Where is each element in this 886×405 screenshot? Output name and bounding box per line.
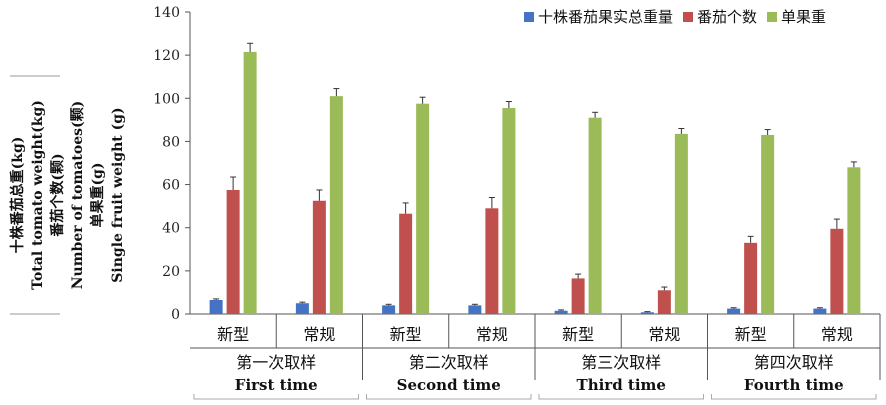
category-label: 常规 xyxy=(476,325,508,344)
category-label: 新型 xyxy=(390,325,422,344)
bar xyxy=(468,305,482,314)
y-tick-label: 140 xyxy=(153,5,180,21)
group-bracket xyxy=(193,394,359,400)
bar xyxy=(674,133,688,314)
bar xyxy=(571,278,585,314)
category-label: 常规 xyxy=(648,325,680,344)
bar xyxy=(226,189,240,314)
bar xyxy=(416,103,430,314)
legend-swatch xyxy=(767,12,777,22)
group-bracket xyxy=(538,394,704,400)
y-axis-label-group: 十株番茄总重(kg) Total tomato weight(kg) 番茄个数(颗)… xyxy=(9,75,126,315)
y-axis-label-line: Total tomato weight(kg) xyxy=(30,100,46,290)
bar xyxy=(209,299,223,314)
category-label: 常规 xyxy=(821,325,853,344)
bar xyxy=(657,290,671,314)
group-label-zh: 第四次取样 xyxy=(754,353,834,372)
y-axis-label-line: Number of tomatoes(颗) xyxy=(70,101,86,290)
bar xyxy=(312,200,326,314)
y-tick-label: 40 xyxy=(162,221,180,237)
group-label-en: First time xyxy=(235,376,318,394)
group-label-zh: 第二次取样 xyxy=(409,353,489,372)
bar xyxy=(329,96,343,314)
bar xyxy=(485,208,499,314)
bar xyxy=(554,310,568,314)
group-label-en: Fourth time xyxy=(744,376,844,394)
bar xyxy=(727,308,741,314)
category-label: 新型 xyxy=(217,325,249,344)
group-label-zh: 第一次取样 xyxy=(236,353,316,372)
category-label: 常规 xyxy=(303,325,335,344)
y-tick-label: 100 xyxy=(153,91,180,107)
legend-swatch xyxy=(524,12,534,22)
category-label: 新型 xyxy=(562,325,594,344)
bar xyxy=(502,107,516,314)
bar xyxy=(744,242,758,314)
legend: 十株番茄果实总重量 番茄个数 单果重 xyxy=(524,8,826,26)
group-label-zh: 第三次取样 xyxy=(581,353,661,372)
bar xyxy=(399,213,413,314)
category-label: 新型 xyxy=(735,325,767,344)
bar xyxy=(295,303,309,314)
legend-label: 番茄个数 xyxy=(697,8,757,26)
y-axis-label-line: 单果重(g) xyxy=(89,162,106,227)
group-label-en: Second time xyxy=(397,376,501,394)
bar xyxy=(382,305,396,314)
y-axis-label-line: 番茄个数(颗) xyxy=(49,153,66,237)
group-label-en: Third time xyxy=(577,376,666,394)
bar xyxy=(847,167,861,314)
bar xyxy=(813,308,827,314)
y-tick-label: 60 xyxy=(162,178,180,194)
y-tick-label: 80 xyxy=(162,134,180,150)
bar xyxy=(640,312,654,314)
legend-label: 单果重 xyxy=(781,8,826,26)
group-bracket xyxy=(711,394,877,400)
legend-label: 十株番茄果实总重量 xyxy=(538,8,673,26)
y-axis-label-line: 十株番茄总重(kg) xyxy=(9,137,26,254)
y-axis-label-line: Single fruit weight (g) xyxy=(110,107,126,282)
bar xyxy=(243,51,257,315)
legend-swatch xyxy=(683,12,693,22)
bars xyxy=(209,42,861,315)
y-tick-label: 20 xyxy=(162,264,180,280)
y-tick-label: 120 xyxy=(153,48,180,64)
bar xyxy=(830,228,844,314)
bar xyxy=(761,134,775,314)
bar xyxy=(588,117,602,314)
y-tick-label: 0 xyxy=(171,307,180,323)
group-bracket xyxy=(366,394,532,400)
